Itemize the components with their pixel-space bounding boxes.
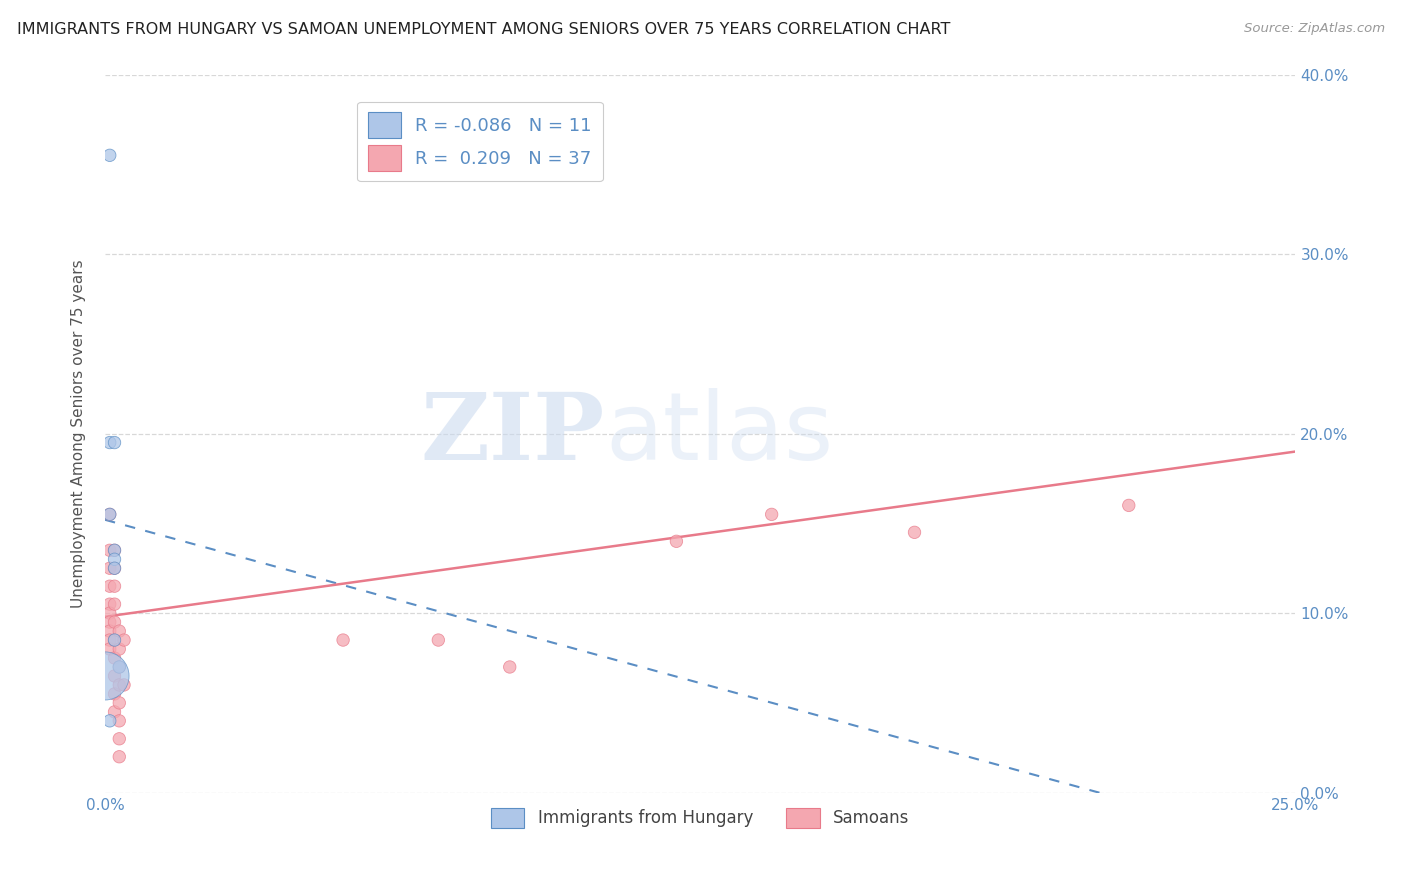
Point [1118, 499, 1140, 513]
Point [761, 508, 783, 522]
Point [98, 606, 121, 620]
Point [108, 678, 131, 692]
Point [903, 525, 925, 540]
Point [98, 615, 121, 629]
Point [112, 633, 135, 648]
Point [98, 543, 121, 558]
Point [108, 749, 131, 764]
Point [103, 435, 125, 450]
Point [98, 624, 121, 638]
Point [98, 148, 121, 162]
Point [103, 705, 125, 719]
Point [98, 714, 121, 728]
Point [108, 642, 131, 657]
Point [103, 579, 125, 593]
Point [98, 508, 121, 522]
Point [98, 633, 121, 648]
Point [103, 597, 125, 611]
Text: ZIP: ZIP [420, 389, 605, 479]
Point [108, 731, 131, 746]
Point [332, 633, 354, 648]
Point [103, 615, 125, 629]
Point [108, 660, 131, 674]
Point [108, 624, 131, 638]
Y-axis label: Unemployment Among Seniors over 75 years: Unemployment Among Seniors over 75 years [72, 260, 86, 608]
Point [665, 534, 688, 549]
Point [98, 508, 121, 522]
Text: IMMIGRANTS FROM HUNGARY VS SAMOAN UNEMPLOYMENT AMONG SENIORS OVER 75 YEARS CORRE: IMMIGRANTS FROM HUNGARY VS SAMOAN UNEMPL… [17, 22, 950, 37]
Point [108, 660, 131, 674]
Point [94, 669, 117, 683]
Legend: Immigrants from Hungary, Samoans: Immigrants from Hungary, Samoans [484, 801, 917, 835]
Point [98, 642, 121, 657]
Point [108, 696, 131, 710]
Point [103, 687, 125, 701]
Point [103, 669, 125, 683]
Point [112, 678, 135, 692]
Text: Source: ZipAtlas.com: Source: ZipAtlas.com [1244, 22, 1385, 36]
Point [98, 579, 121, 593]
Point [103, 552, 125, 566]
Point [98, 597, 121, 611]
Point [98, 435, 121, 450]
Point [427, 633, 450, 648]
Point [103, 561, 125, 575]
Text: atlas: atlas [605, 388, 834, 480]
Point [98, 561, 121, 575]
Point [103, 543, 125, 558]
Point [499, 660, 522, 674]
Point [103, 543, 125, 558]
Point [108, 714, 131, 728]
Point [103, 651, 125, 665]
Point [103, 633, 125, 648]
Point [103, 633, 125, 648]
Point [103, 561, 125, 575]
